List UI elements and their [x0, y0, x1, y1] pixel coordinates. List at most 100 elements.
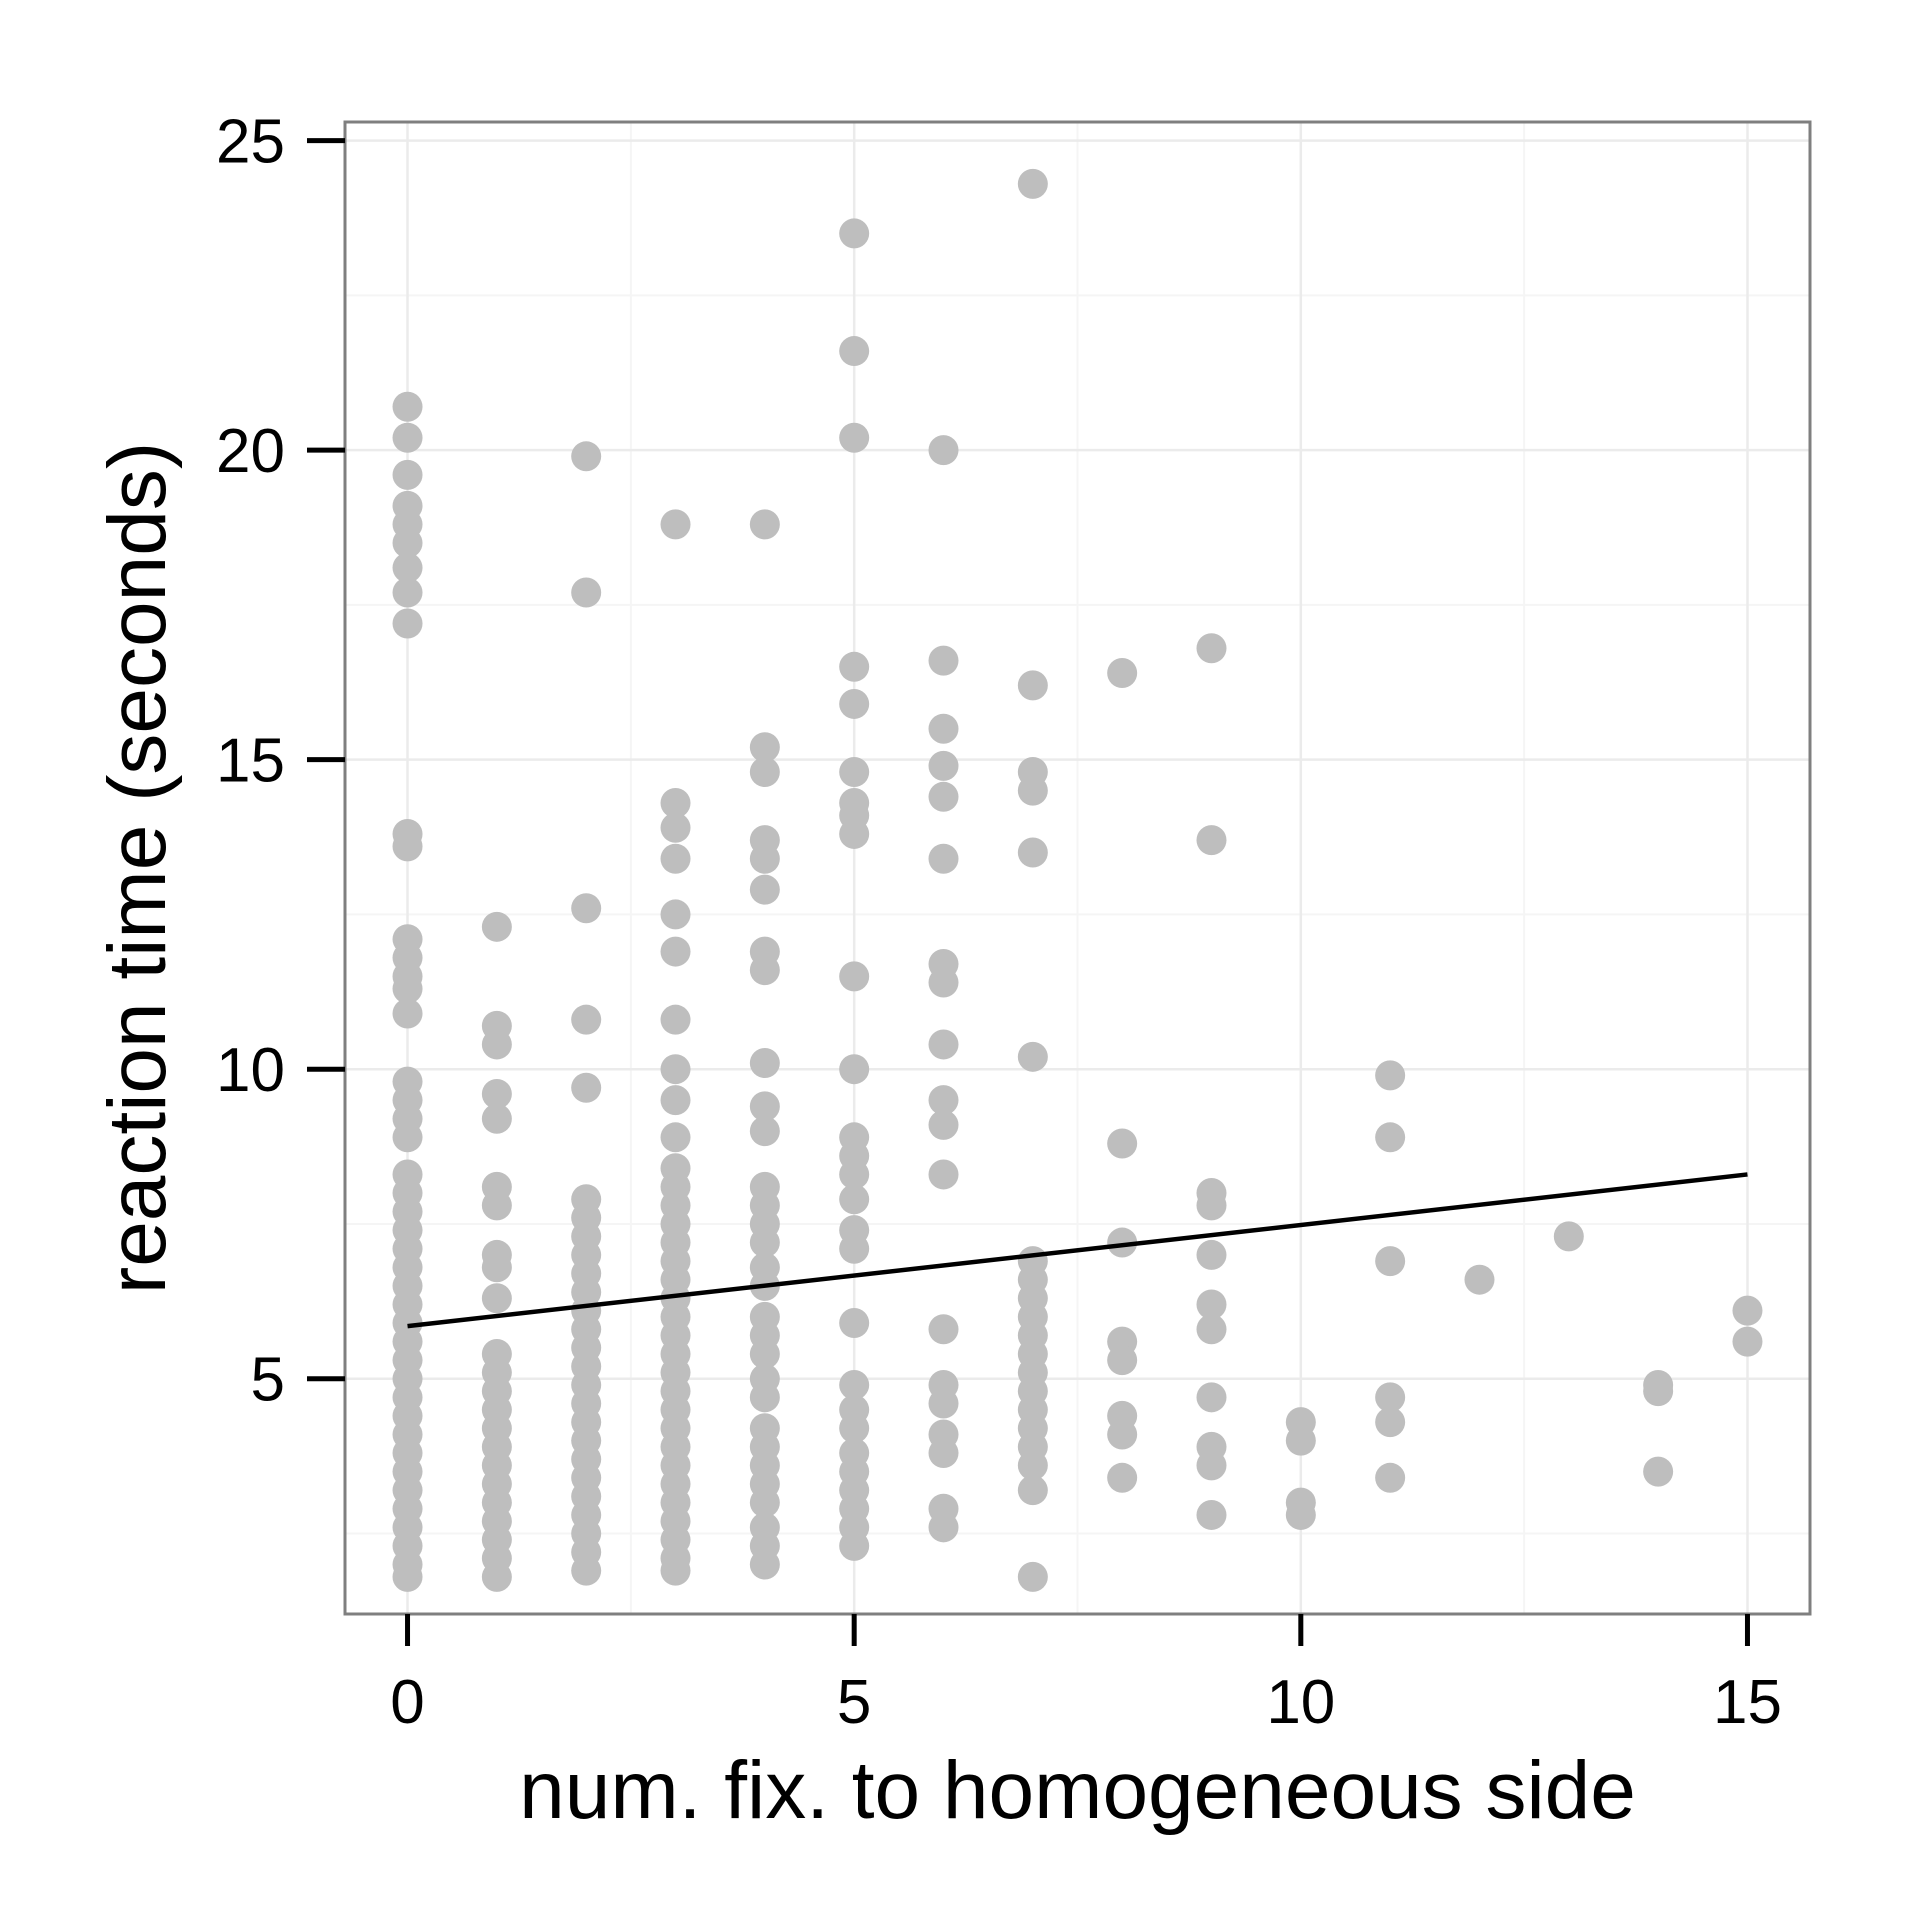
data-point	[928, 781, 959, 812]
data-point	[749, 1091, 780, 1122]
data-point	[660, 509, 691, 540]
data-point	[660, 936, 691, 967]
data-point	[839, 218, 870, 249]
data-point	[571, 1555, 602, 1586]
data-point	[481, 1078, 512, 1109]
data-point	[749, 955, 780, 986]
data-point	[1107, 657, 1138, 688]
data-point	[839, 757, 870, 788]
data-point	[839, 651, 870, 682]
data-point	[660, 787, 691, 818]
y-tick-label: 5	[251, 1346, 285, 1415]
data-point	[1196, 1382, 1227, 1413]
data-point	[1107, 1345, 1138, 1376]
data-point	[660, 812, 691, 843]
data-point	[1375, 1246, 1406, 1277]
data-point	[481, 1283, 512, 1314]
data-point	[839, 422, 870, 453]
data-point	[1464, 1264, 1495, 1295]
data-point	[1017, 1041, 1048, 1072]
data-point	[1196, 1450, 1227, 1481]
data-point	[1732, 1326, 1763, 1357]
y-tick-label: 15	[216, 727, 285, 796]
data-point	[749, 1487, 780, 1518]
data-point	[749, 1048, 780, 1079]
data-point	[1643, 1456, 1674, 1487]
data-point	[839, 336, 870, 367]
data-point	[481, 1103, 512, 1134]
data-point	[392, 527, 423, 558]
x-tick-label: 15	[1713, 1668, 1782, 1737]
data-point	[1017, 837, 1048, 868]
data-point	[749, 757, 780, 788]
data-point	[749, 1338, 780, 1369]
y-tick-label: 20	[216, 417, 285, 486]
data-point	[481, 1561, 512, 1592]
data-point	[1196, 1190, 1227, 1221]
y-axis: 5 10 15 20 25	[216, 108, 345, 1415]
data-point	[839, 688, 870, 719]
data-point	[1732, 1295, 1763, 1326]
data-point	[392, 831, 423, 862]
data-point	[660, 1004, 691, 1035]
data-point	[1375, 1407, 1406, 1438]
regression-line	[407, 1172, 1748, 1329]
data-point	[1017, 1561, 1048, 1592]
plot-panel	[343, 120, 1812, 1616]
data-point	[1196, 633, 1227, 664]
data-point	[1375, 1122, 1406, 1153]
data-point	[660, 1054, 691, 1085]
data-point	[392, 608, 423, 639]
data-point	[928, 1029, 959, 1060]
data-point	[928, 750, 959, 781]
data-point	[1017, 1475, 1048, 1506]
data-point	[1196, 1289, 1227, 1320]
data-point	[839, 1413, 870, 1444]
data-point	[481, 1252, 512, 1283]
data-point	[571, 577, 602, 608]
data-point	[928, 1314, 959, 1345]
data-point	[928, 1438, 959, 1469]
data-point	[660, 1555, 691, 1586]
data-point	[749, 732, 780, 763]
data-points	[392, 168, 1763, 1592]
data-point	[1196, 1239, 1227, 1270]
panel-border	[343, 120, 1812, 1616]
data-point	[481, 911, 512, 942]
data-point	[839, 818, 870, 849]
data-point	[928, 1109, 959, 1140]
data-point	[928, 1085, 959, 1116]
data-point	[571, 1072, 602, 1103]
data-point	[481, 1029, 512, 1060]
data-point	[392, 998, 423, 1029]
x-tick-label: 5	[837, 1668, 871, 1737]
y-axis-title: reaction time (seconds)	[92, 442, 183, 1294]
data-point	[928, 1159, 959, 1190]
data-point	[839, 961, 870, 992]
data-point	[928, 967, 959, 998]
data-point	[928, 843, 959, 874]
data-point	[392, 973, 423, 1004]
y-tick-label: 25	[216, 108, 285, 177]
data-point	[571, 441, 602, 472]
x-axis: 0 5 10 15	[390, 1614, 1782, 1737]
data-point	[392, 391, 423, 422]
data-point	[1375, 1382, 1406, 1413]
data-point	[392, 577, 423, 608]
data-point	[928, 645, 959, 676]
data-point	[392, 422, 423, 453]
data-point	[1375, 1462, 1406, 1493]
data-point	[1017, 1450, 1048, 1481]
data-point	[392, 552, 423, 583]
data-point	[749, 843, 780, 874]
data-point	[749, 874, 780, 905]
data-point	[1553, 1221, 1584, 1252]
data-point	[749, 1382, 780, 1413]
data-point	[660, 899, 691, 930]
data-point	[839, 1159, 870, 1190]
data-point	[839, 1369, 870, 1400]
data-point	[749, 509, 780, 540]
data-point	[839, 1054, 870, 1085]
x-tick-label: 0	[390, 1668, 424, 1737]
